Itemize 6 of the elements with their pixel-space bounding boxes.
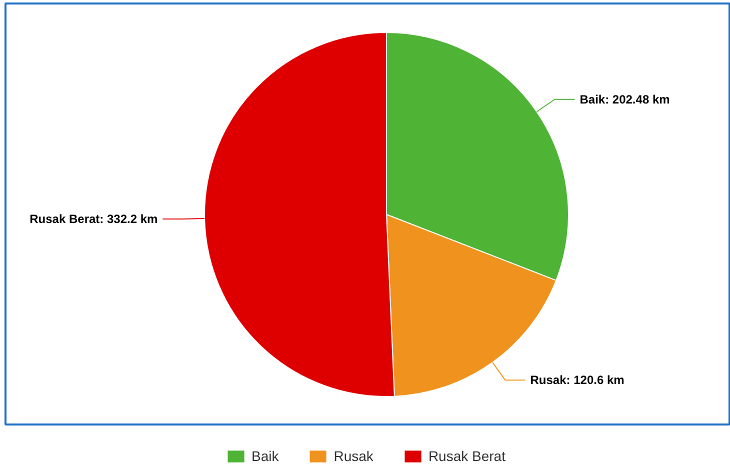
legend-label: Rusak <box>334 448 374 464</box>
data-label: Rusak: 120.6 km <box>530 373 624 388</box>
legend-label: Rusak Berat <box>428 448 506 464</box>
legend-label: Baik <box>252 448 279 464</box>
data-label: Baik: 202.48 km <box>580 92 670 106</box>
data-label: Rusak Berat: 332.2 km <box>30 212 158 226</box>
